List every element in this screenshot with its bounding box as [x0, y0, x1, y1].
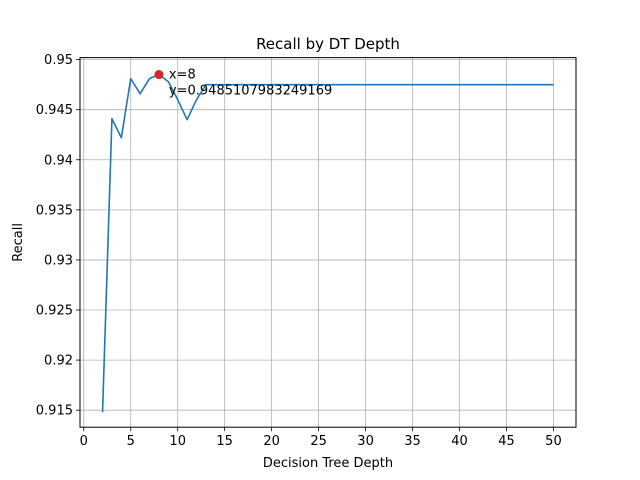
x-tick-label: 10: [169, 434, 186, 449]
x-tick-label: 45: [498, 434, 515, 449]
grid-lines: [80, 57, 576, 428]
y-tick-label: 0.945: [36, 103, 73, 118]
x-axis-ticks: 0 5 10 15 20 25 30 35 40 45 50: [80, 427, 562, 449]
y-tick-label: 0.92: [44, 354, 73, 369]
plot-frame: [79, 57, 577, 428]
max-point-label-y: y=0.9485107983249169: [169, 84, 332, 99]
x-tick-label: 50: [545, 434, 562, 449]
y-tick-label: 0.95: [44, 53, 73, 68]
x-tick-label: 15: [216, 434, 233, 449]
y-tick-label: 0.915: [36, 404, 73, 419]
x-tick-label: 20: [263, 434, 280, 449]
x-tick-label: 25: [310, 434, 327, 449]
y-tick-label: 0.925: [36, 304, 73, 319]
max-point-annotation: x=8 y=0.9485107983249169: [154, 68, 332, 99]
y-axis-ticks: 0.915 0.92 0.925 0.93 0.935 0.94 0.945 0.95: [36, 53, 80, 419]
y-tick-label: 0.93: [44, 253, 73, 268]
max-point-marker: [154, 70, 164, 80]
max-point-label-x: x=8: [169, 68, 196, 83]
recall-series-line: [101, 73, 554, 413]
x-tick-label: 40: [451, 434, 468, 449]
series-layer: [101, 73, 554, 413]
x-tick-label: 30: [357, 434, 374, 449]
x-tick-label: 5: [127, 434, 135, 449]
x-tick-label: 0: [80, 434, 88, 449]
y-tick-label: 0.94: [44, 153, 73, 168]
chart-title: Recall by DT Depth: [256, 35, 400, 53]
x-axis-label: Decision Tree Depth: [263, 456, 393, 471]
x-tick-label: 35: [404, 434, 421, 449]
y-tick-label: 0.935: [36, 203, 73, 218]
y-axis-label: Recall: [11, 223, 26, 262]
